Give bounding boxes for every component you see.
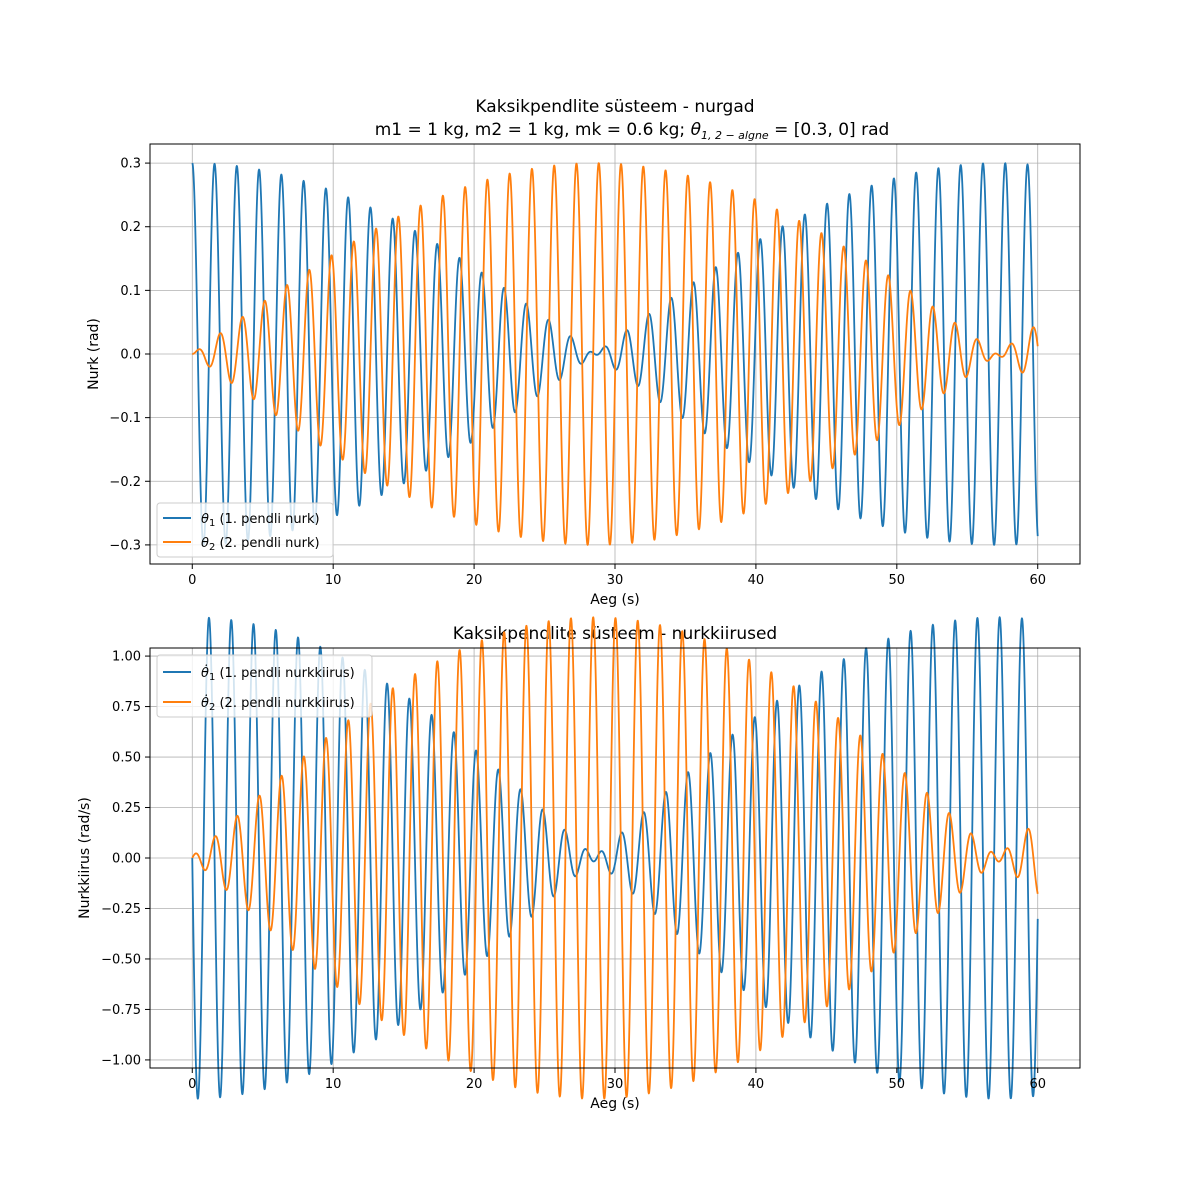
- x-tick-label: 60: [1029, 1077, 1046, 1092]
- velocities-y-ticks: −1.00 −0.75 −0.50 −0.25 0.00 0.25 0.50 0.75 1.00: [101, 650, 150, 1068]
- x-tick-label: 50: [889, 573, 906, 588]
- legend-omega1-sub: 1: [209, 672, 215, 683]
- angle-series-2-line: [191, 162, 1039, 546]
- legend-theta2-label: θ2 (2. pendli nurk): [201, 536, 320, 553]
- y-tick-label: −0.1: [109, 411, 141, 426]
- x-tick-label: 0: [188, 1077, 196, 1092]
- angles-series: [191, 162, 1039, 546]
- legend-theta1-sub: 1: [209, 518, 215, 529]
- velocities-legend: θ̇1 (1. pendli nurkkiirus) θ̇2 (2. pendl…: [156, 654, 373, 718]
- x-tick-label: 50: [889, 1077, 906, 1092]
- angles-chart: Kaksikpendlite süsteem - nurgad m1 = 1 k…: [86, 97, 1081, 608]
- y-tick-label: −1.00: [101, 1053, 141, 1068]
- y-tick-label: 0.0: [120, 348, 141, 363]
- x-tick-label: 10: [325, 1077, 342, 1092]
- y-tick-label: −0.75: [101, 1003, 141, 1018]
- x-tick-label: 40: [748, 573, 765, 588]
- legend-omega1-text: (1. pendli nurkkiirus): [215, 666, 354, 681]
- y-tick-label: 0.75: [112, 700, 141, 715]
- y-tick-label: 0.50: [112, 751, 141, 766]
- legend-omega2-text: (2. pendli nurkkiirus): [215, 696, 354, 711]
- legend-omega2-label: θ̇2 (2. pendli nurkkiirus): [201, 695, 355, 713]
- legend-omega2-sub: 2: [209, 702, 215, 713]
- legend-theta2-symbol: θ: [201, 536, 209, 551]
- velocities-legend-box: [156, 654, 373, 718]
- legend-theta1-label: θ1 (1. pendli nurk): [201, 512, 320, 529]
- subtitle-prefix: m1 = 1 kg, m2 = 1 kg, mk = 0.6 kg;: [375, 120, 691, 140]
- angles-legend-box: [156, 502, 334, 558]
- x-tick-label: 20: [466, 1077, 483, 1092]
- angles-legend: θ1 (1. pendli nurk) θ2 (2. pendli nurk): [156, 502, 334, 558]
- x-tick-label: 30: [607, 573, 624, 588]
- legend-omega2-symbol: θ̇: [201, 695, 209, 711]
- velocities-x-axis-label: Aeg (s): [590, 1096, 640, 1112]
- subtitle-subscript: 1, 2 − algne: [701, 129, 769, 142]
- legend-omega1-symbol: θ̇: [201, 665, 209, 681]
- x-tick-label: 40: [748, 1077, 765, 1092]
- y-tick-label: 0.00: [112, 852, 141, 867]
- velocities-x-ticks: 0 10 20 30 40 50 60: [188, 1068, 1046, 1092]
- legend-theta1-text: (1. pendli nurk): [215, 512, 319, 527]
- angles-y-axis-label: Nurk (rad): [86, 318, 102, 390]
- y-tick-label: −0.3: [109, 538, 141, 553]
- angles-x-ticks: 0 10 20 30 40 50 60: [188, 564, 1046, 588]
- velocities-series: [191, 616, 1039, 1100]
- y-tick-label: 0.25: [112, 801, 141, 816]
- velocity-series-2-line: [191, 616, 1039, 1100]
- x-tick-label: 0: [188, 573, 196, 588]
- velocities-y-axis-label: Nurkkiirus (rad/s): [77, 797, 93, 919]
- y-tick-label: −0.50: [101, 952, 141, 967]
- y-tick-label: 1.00: [112, 650, 141, 665]
- legend-theta2-text: (2. pendli nurk): [215, 536, 319, 551]
- x-tick-label: 10: [325, 573, 342, 588]
- angles-x-axis-label: Aeg (s): [590, 592, 640, 608]
- x-tick-label: 20: [466, 573, 483, 588]
- y-tick-label: −0.25: [101, 902, 141, 917]
- angles-y-ticks: −0.3 −0.2 −0.1 0.0 0.1 0.2 0.3: [109, 157, 150, 553]
- legend-omega1-label: θ̇1 (1. pendli nurkkiirus): [201, 665, 355, 683]
- angles-chart-title: Kaksikpendlite süsteem - nurgad: [475, 97, 754, 117]
- y-tick-label: 0.2: [120, 220, 141, 235]
- legend-theta1-symbol: θ: [201, 512, 209, 527]
- y-tick-label: 0.1: [120, 284, 141, 299]
- x-tick-label: 30: [607, 1077, 624, 1092]
- x-tick-label: 60: [1029, 573, 1046, 588]
- subtitle-theta-symbol: θ: [691, 120, 702, 140]
- y-tick-label: −0.2: [109, 475, 141, 490]
- subtitle-suffix: = [0.3, 0] rad: [769, 120, 890, 140]
- y-tick-label: 0.3: [120, 157, 141, 172]
- velocity-series-1-line: [191, 616, 1039, 1100]
- legend-theta2-sub: 2: [209, 542, 215, 553]
- angles-chart-subtitle: m1 = 1 kg, m2 = 1 kg, mk = 0.6 kg; θ1, 2…: [375, 120, 890, 142]
